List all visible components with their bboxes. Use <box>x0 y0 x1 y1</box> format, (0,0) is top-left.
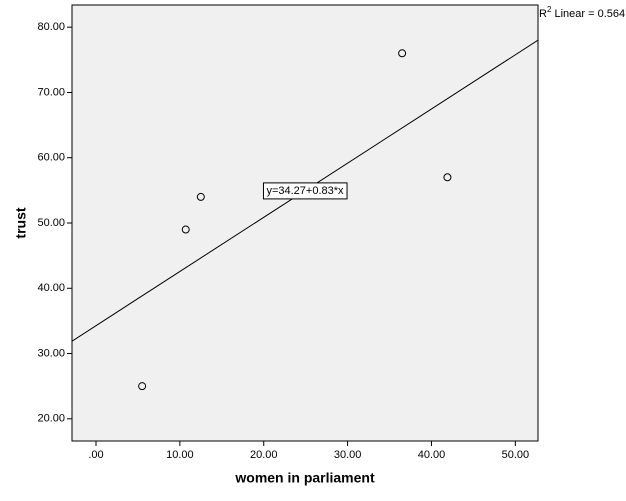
plot-area <box>71 4 539 442</box>
fit-equation-box <box>262 182 348 200</box>
r2-sup: 2 <box>547 5 552 14</box>
x-tick-label: 50.00 <box>502 449 530 461</box>
y-tick-label: 20.00 <box>37 413 65 425</box>
x-tick-label: 30.00 <box>334 449 362 461</box>
y-tick-label: 80.00 <box>37 21 65 33</box>
x-tick-label: 20.00 <box>250 449 278 461</box>
r2-base: R <box>539 8 547 20</box>
x-tick-label: 40.00 <box>418 449 446 461</box>
point <box>138 382 147 391</box>
r2-label: R2 Linear = 0.564 <box>539 5 625 20</box>
point <box>181 225 190 234</box>
fit-equation: y=34.27+0.83*x <box>266 185 344 197</box>
y-tick-label: 60.00 <box>37 152 65 164</box>
point <box>398 49 407 58</box>
r2-text: Linear = 0.564 <box>551 8 625 20</box>
point <box>196 192 205 201</box>
y-tick-label: 30.00 <box>37 347 65 359</box>
y-tick-label: 70.00 <box>37 86 65 98</box>
x-tick-label: .00 <box>88 449 103 461</box>
y-axis-title: trust <box>13 207 29 238</box>
x-axis-title: women in parliament <box>234 470 375 486</box>
point <box>443 173 452 182</box>
y-tick-label: 40.00 <box>37 282 65 294</box>
x-tick-label: 10.00 <box>166 449 194 461</box>
y-tick-label: 50.00 <box>37 217 65 229</box>
